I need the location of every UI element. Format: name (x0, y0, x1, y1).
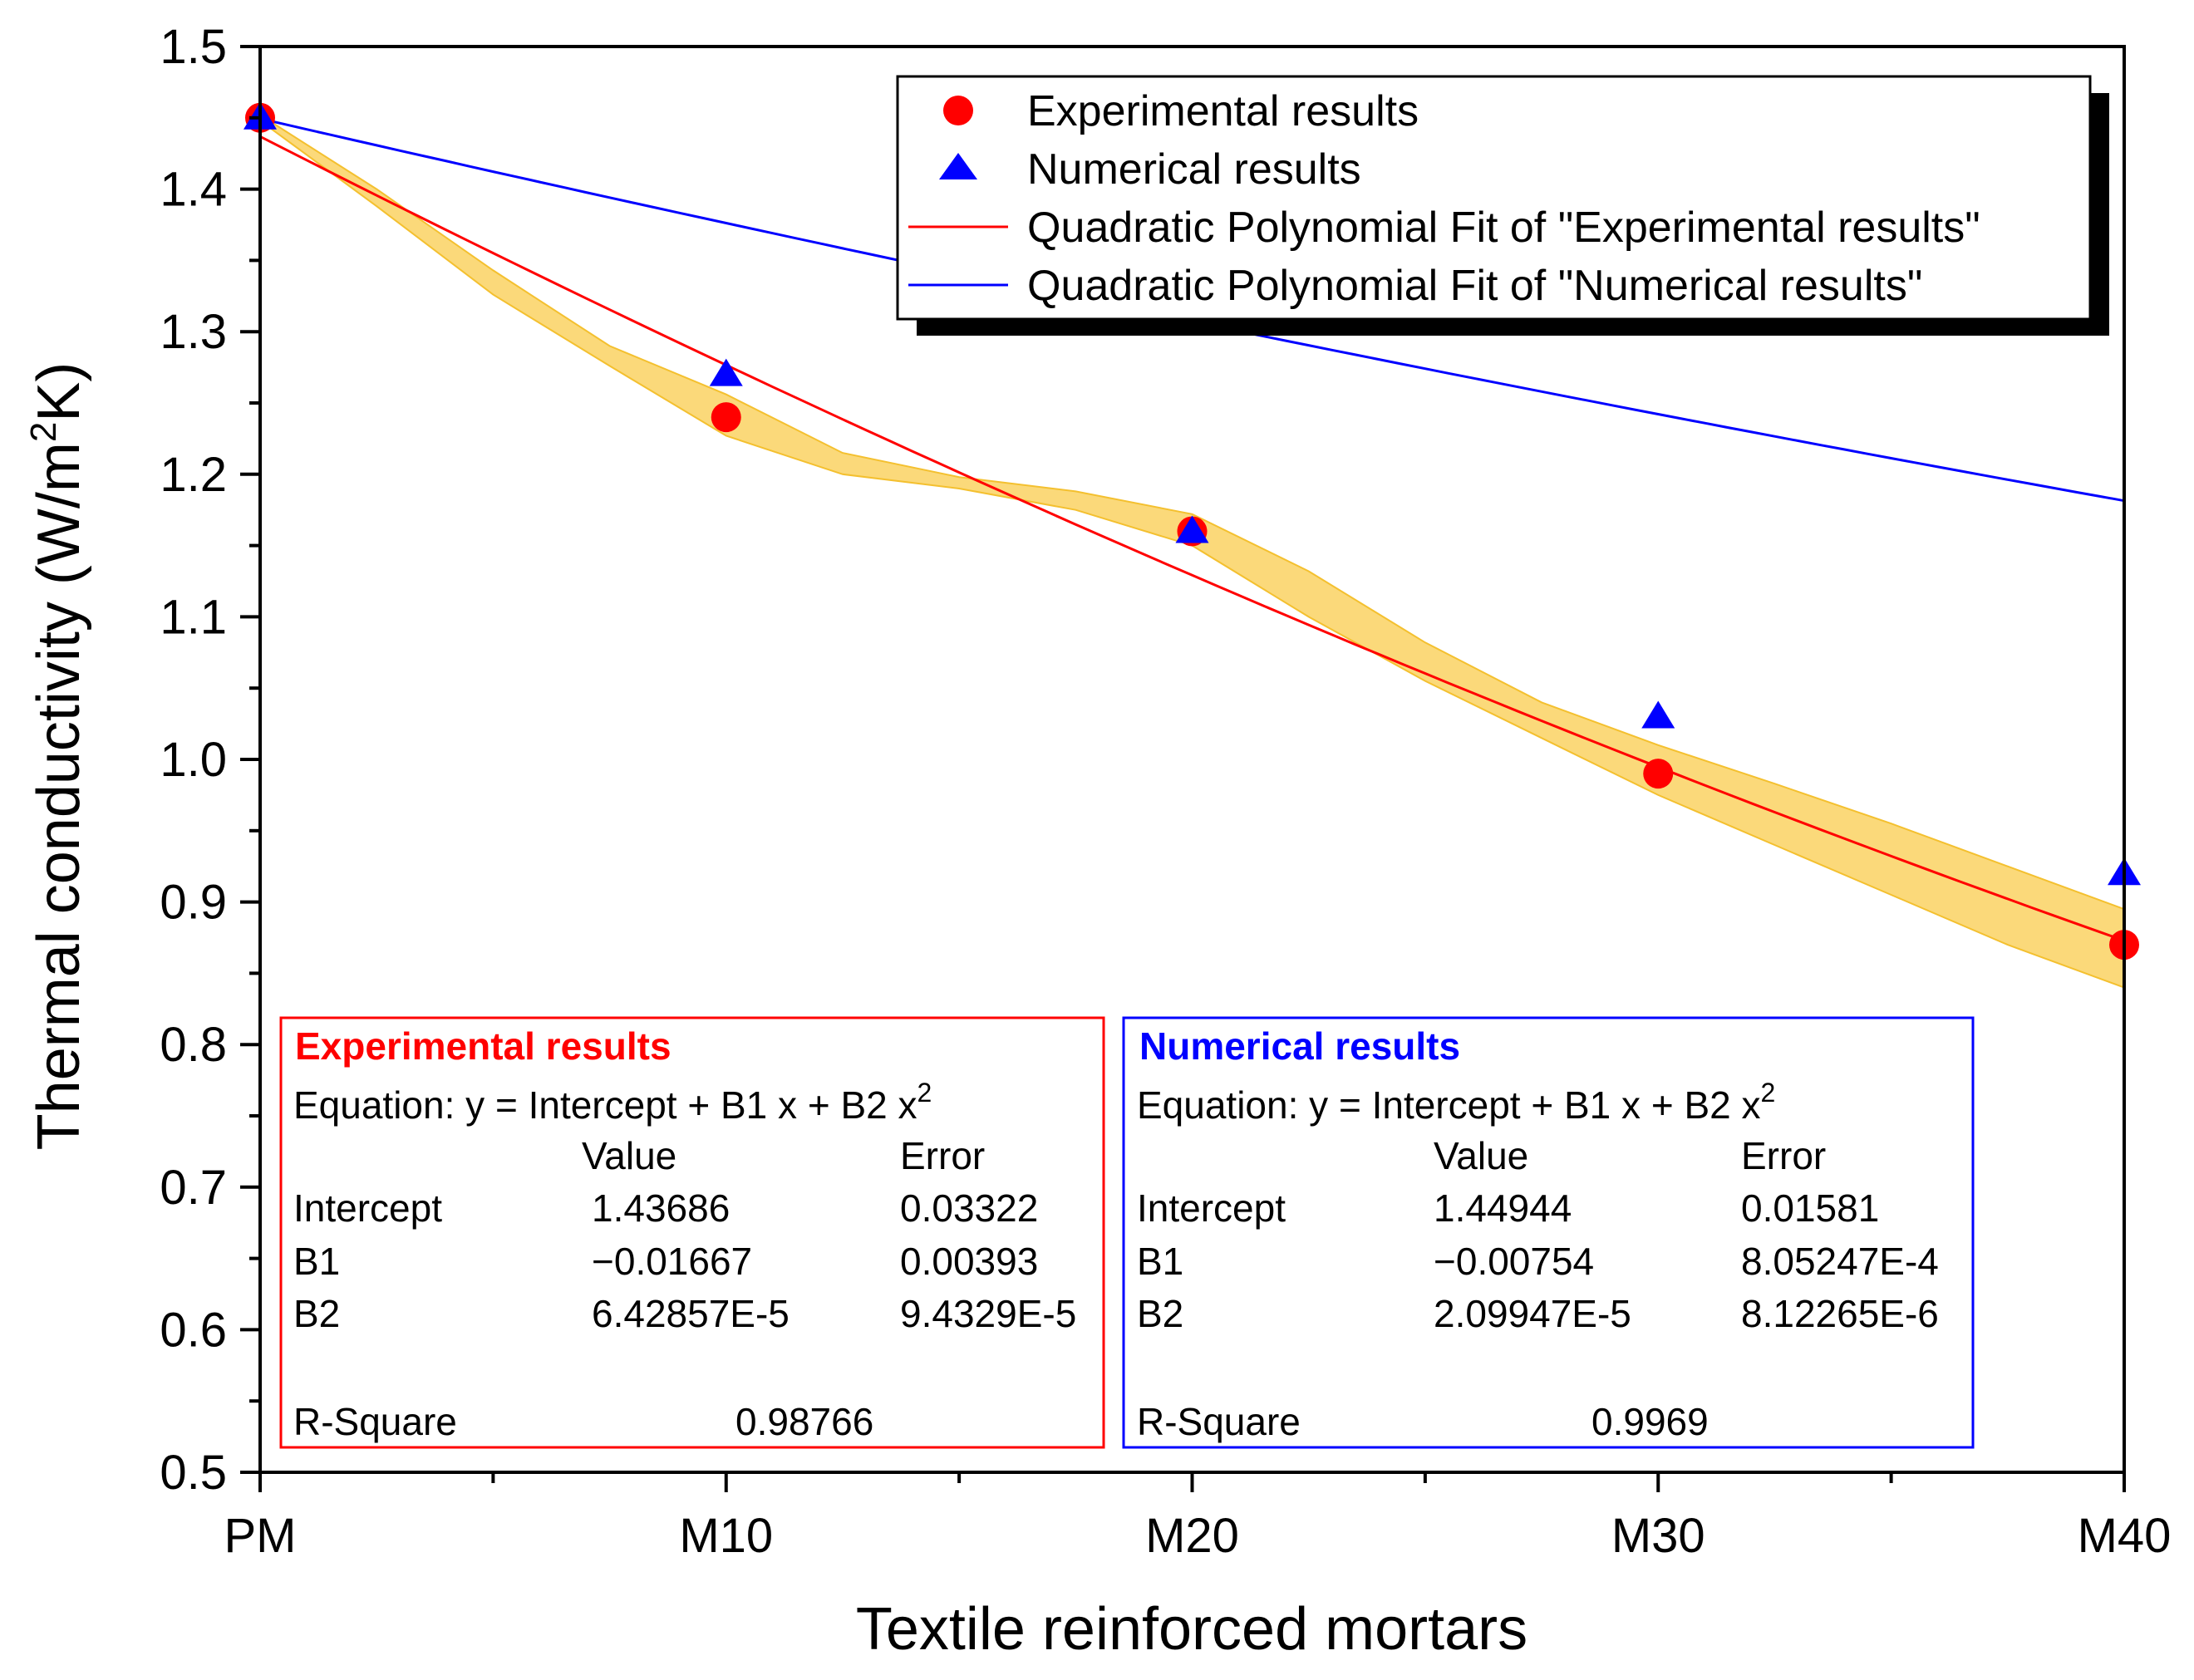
stats-row-error: 0.01581 (1741, 1186, 1879, 1230)
stats-col-value: Value (582, 1134, 676, 1177)
y-tick-label: 0.9 (160, 876, 227, 930)
stats-row-name: B1 (1137, 1240, 1183, 1283)
stats-row-error: 9.4329E-5 (900, 1292, 1076, 1335)
legend-label-numerical: Numerical results (1027, 145, 1361, 194)
stats-row-name: B2 (1137, 1292, 1183, 1335)
stats-equation-sup: 2 (1761, 1078, 1776, 1108)
y-axis-title: Thermal conductivity (W/m2K) (23, 362, 92, 1151)
y-tick-label: 0.5 (160, 1446, 227, 1500)
stats-row-value: −0.01667 (592, 1240, 752, 1283)
legend-label-experimental: Experimental results (1027, 87, 1419, 135)
legend-marker-numerical (939, 153, 977, 179)
stats-rsq-label: R-Square (1137, 1400, 1301, 1443)
numerical-point (709, 358, 743, 386)
stats-col-error: Error (1741, 1134, 1826, 1177)
legend: Experimental results Numerical results Q… (896, 75, 2109, 336)
stats-row-value: −0.00754 (1434, 1240, 1594, 1283)
stats-box-numerical-frame (1122, 1016, 1975, 1449)
stats-row-error: 0.00393 (900, 1240, 1038, 1283)
y-tick-label: 1.5 (160, 20, 227, 74)
stats-box-experimental: Experimental results Equation: y = Inter… (279, 1016, 1105, 1449)
x-axis: PM M10 M20 M30 M40 (224, 1472, 2172, 1563)
y-tick-label: 1.2 (160, 448, 227, 502)
stats-equation-text: Equation: y = Intercept + B1 x + B2 x (293, 1083, 917, 1127)
x-axis-title: Textile reinforced mortars (856, 1596, 1527, 1663)
stats-title: Experimental results (295, 1024, 671, 1068)
stats-row-value: 1.43686 (592, 1186, 730, 1230)
stats-row-error: 8.05247E-4 (1741, 1240, 1939, 1283)
stats-col-value: Value (1434, 1134, 1528, 1177)
legend-box (896, 75, 2092, 321)
y-tick-label: 1.1 (160, 590, 227, 644)
stats-title: Numerical results (1139, 1024, 1460, 1068)
stats-equation-text: Equation: y = Intercept + B1 x + B2 x (1137, 1083, 1761, 1127)
stats-row-name: Intercept (293, 1186, 442, 1230)
y-axis: 0.5 0.6 0.7 0.8 0.9 1.0 1.1 1.2 1.3 1.4 1.5 (160, 20, 260, 1500)
stats-row-error: 0.03322 (900, 1186, 1038, 1230)
stats-rsq-value: 0.98766 (735, 1400, 873, 1443)
legend-label-numerical-fit: Quadratic Polynomial Fit of "Numerical r… (1027, 262, 1922, 310)
y-axis-title-end: K) (26, 362, 92, 422)
x-tick-label: M20 (1145, 1509, 1239, 1563)
legend-marker-experimental (943, 96, 973, 125)
stats-row-value: 6.42857E-5 (592, 1292, 790, 1335)
y-axis-title-main: Thermal conductivity (W/m (26, 442, 92, 1150)
numerical-point (1175, 515, 1209, 543)
stats-equation: Equation: y = Intercept + B1 x + B2 x2 (293, 1078, 932, 1127)
y-tick-label: 0.6 (160, 1303, 227, 1357)
fit-line-experimental (259, 135, 2125, 942)
stats-equation: Equation: y = Intercept + B1 x + B2 x2 (1137, 1078, 1775, 1127)
stats-rsq-label: R-Square (293, 1400, 457, 1443)
stats-row-name: B2 (293, 1292, 340, 1335)
stats-row-error: 8.12265E-6 (1741, 1292, 1939, 1335)
stats-rsq-value: 0.9969 (1591, 1400, 1709, 1443)
data-markers (244, 101, 2141, 960)
experimental-point (711, 402, 741, 433)
x-tick-label: PM (224, 1509, 297, 1563)
stats-row-name: Intercept (1137, 1186, 1286, 1230)
stats-row-value: 1.44944 (1434, 1186, 1572, 1230)
numerical-point (1641, 700, 1675, 729)
y-tick-label: 1.4 (160, 163, 227, 217)
y-tick-label: 0.8 (160, 1018, 227, 1072)
stats-col-error: Error (900, 1134, 985, 1177)
y-tick-label: 1.3 (160, 305, 227, 359)
y-tick-label: 1.0 (160, 733, 227, 787)
stats-row-name: B1 (293, 1240, 340, 1283)
legend-label-experimental-fit: Quadratic Polynomial Fit of "Experimenta… (1027, 204, 1980, 252)
stats-equation-sup: 2 (917, 1078, 932, 1108)
x-tick-label: M30 (1611, 1509, 1705, 1563)
stats-box-experimental-frame (279, 1016, 1105, 1449)
x-tick-label: M40 (2078, 1509, 2172, 1563)
experimental-point (1643, 759, 1674, 789)
stats-box-numerical: Numerical results Equation: y = Intercep… (1122, 1016, 1975, 1449)
y-tick-label: 0.7 (160, 1161, 227, 1215)
stats-row-value: 2.09947E-5 (1434, 1292, 1631, 1335)
x-tick-label: M10 (679, 1509, 773, 1563)
y-axis-title-sup: 2 (23, 422, 64, 442)
